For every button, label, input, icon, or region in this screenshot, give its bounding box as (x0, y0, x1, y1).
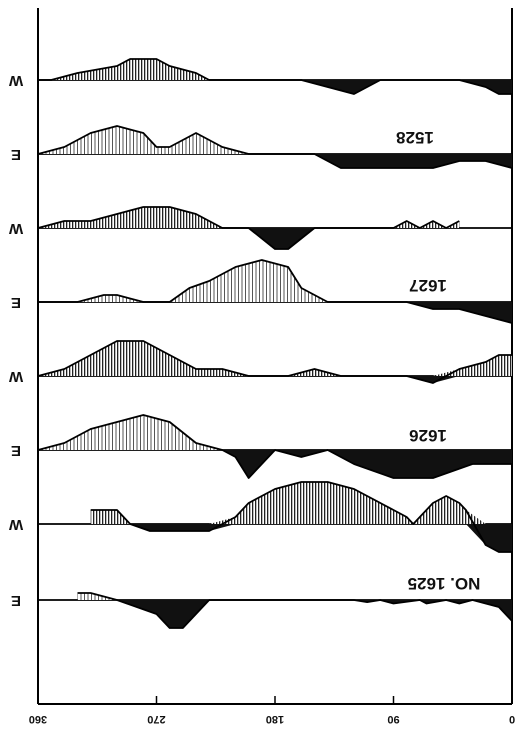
negative-fill (38, 80, 512, 94)
x-tick-label: 360 (29, 713, 47, 725)
negative-fill (38, 302, 512, 323)
positive-fill (38, 341, 512, 376)
trace-line (37, 125, 513, 169)
negative-fill (38, 154, 512, 168)
side-label: W (8, 72, 23, 89)
trace-line (37, 206, 460, 250)
side-label: W (8, 368, 23, 385)
side-label: E (11, 442, 21, 459)
trace-row (37, 125, 513, 169)
negative-fill (38, 450, 512, 478)
negative-fill (38, 228, 460, 249)
x-tick-label: 90 (387, 713, 399, 725)
positive-fill (38, 126, 512, 154)
trace-line (37, 414, 512, 479)
negative-fill (90, 524, 513, 552)
x-tick-label: 180 (266, 713, 284, 725)
side-label: E (11, 146, 21, 163)
side-label: E (11, 592, 21, 609)
panel-labels: W E W E W E W E 1528 1627 1626 NO. 1625 (8, 72, 480, 609)
trace-row (38, 592, 513, 629)
positive-fill (38, 260, 512, 302)
panel-label: 1626 (409, 426, 447, 445)
x-tick-label: 0 (509, 713, 515, 725)
trace-row (37, 340, 512, 384)
panel-label: NO. 1625 (408, 574, 481, 593)
positive-fill (90, 482, 513, 524)
panel-label: 1528 (396, 128, 434, 147)
trace-row (37, 206, 512, 250)
positive-fill (38, 415, 512, 450)
side-label: W (8, 516, 23, 533)
trace-row (38, 259, 513, 324)
side-label: W (8, 220, 23, 237)
negative-fill (77, 600, 512, 628)
trace-line (38, 58, 512, 95)
trace-line (90, 481, 512, 553)
trace-row (38, 58, 512, 95)
positive-fill (38, 59, 512, 80)
x-axis-ticks: 0 90 180 270 360 (29, 696, 515, 725)
positive-fill (38, 207, 460, 228)
trace-row (38, 481, 513, 553)
positive-fill (77, 593, 512, 600)
x-tick-label: 270 (147, 713, 165, 725)
side-label: E (11, 294, 21, 311)
traces (37, 58, 513, 629)
trace-line (38, 259, 513, 324)
trace-line (77, 592, 513, 629)
trace-line (37, 340, 512, 384)
panel-label: 1627 (409, 276, 447, 295)
trace-row (37, 414, 512, 479)
